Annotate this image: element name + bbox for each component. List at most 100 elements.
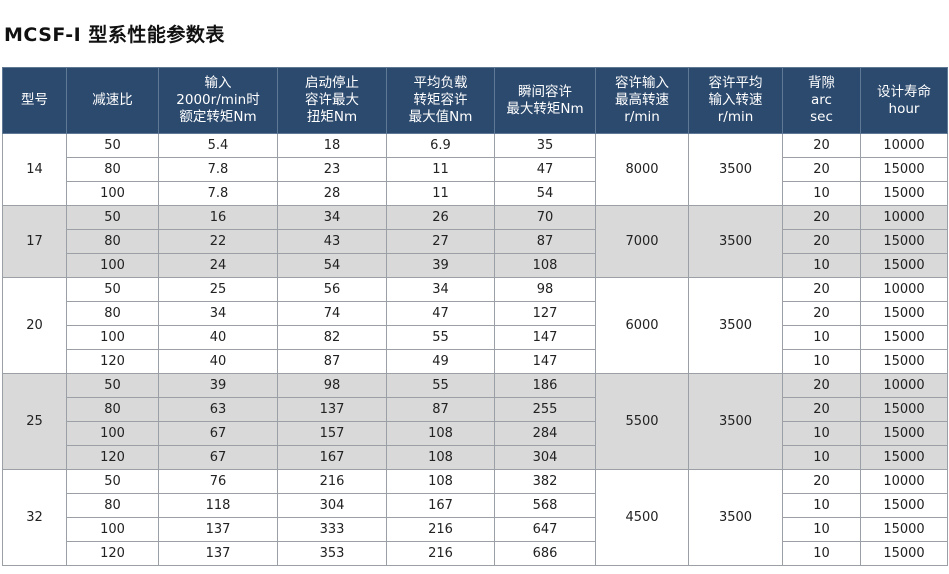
design-life-cell: 15000 [860,253,948,278]
ratio-cell: 80 [66,229,159,254]
design-life-cell: 15000 [860,325,948,350]
start-stop-torque-cell: 74 [277,301,387,326]
backlash-cell: 20 [782,229,861,254]
rated-torque-cell: 137 [158,541,278,566]
header-backlash: 背隙 arc sec [782,67,861,134]
avg-load-torque-cell: 26 [386,205,495,230]
avg-load-torque-cell: 108 [386,445,495,470]
header-line: 容许平均 [708,75,763,91]
table-row: 14 50 5.4 18 6.9 35 8000 3500 20 10000 [2,133,948,206]
avg-input-speed-cell: 3500 [688,373,783,470]
design-life-cell: 10000 [860,205,948,230]
header-avg-load-torque: 平均负载 转矩容许 最大值Nm [386,67,495,134]
momentary-torque-cell: 35 [494,133,596,158]
design-life-cell: 15000 [860,397,948,422]
table-row: 25 50 39 98 55 186 5500 3500 20 10000 [2,373,948,470]
design-life-cell: 15000 [860,445,948,470]
header-row: 型号 减速比 输入 2000r/min时 额定转矩Nm 启动停止 容许最大 扭矩Nm 平均负载转… [2,67,948,134]
rated-torque-cell: 67 [158,421,278,446]
ratio-cell: 80 [66,157,159,182]
design-life-cell: 15000 [860,157,948,182]
start-stop-torque-cell: 216 [277,469,387,494]
header-max-input-speed: 容许输入 最高转速 r/min [595,67,689,134]
max-input-speed-cell: 7000 [595,205,689,278]
avg-load-torque-cell: 11 [386,157,495,182]
ratio-cell: 50 [66,277,159,302]
momentary-torque-cell: 304 [494,445,596,470]
header-line: 型号 [21,92,48,108]
table-row: 80 7.8 23 11 47 20 15000 [3,157,948,182]
avg-input-speed-cell: 3500 [688,277,783,374]
backlash-cell: 10 [782,421,861,446]
avg-load-torque-cell: 27 [386,229,495,254]
rated-torque-cell: 67 [158,445,278,470]
avg-input-speed-cell: 3500 [688,205,783,278]
header-line: 瞬间容许 [518,83,572,100]
avg-load-torque-cell: 47 [386,301,495,326]
header-line: 扭矩Nm [306,109,358,125]
start-stop-torque-cell: 167 [277,445,387,470]
header-line: arc [811,92,832,108]
model-cell: 32 [2,469,67,566]
header-line: sec [810,109,833,125]
ratio-cell: 50 [66,469,159,494]
design-life-cell: 15000 [860,517,948,542]
design-life-cell: 15000 [860,301,948,326]
header-line: r/min [624,109,660,125]
rated-torque-cell: 39 [158,373,278,398]
header-line: 输入 [204,75,232,91]
momentary-torque-cell: 70 [494,205,596,230]
ratio-cell: 100 [66,421,159,446]
header-line: 额定转矩Nm [179,109,257,125]
performance-table: 型号 减速比 输入 2000r/min时 额定转矩Nm 启动停止 容许最大 扭矩Nm 平均负载转… [2,67,948,566]
header-line: r/min [717,109,754,125]
table-row: 100 67 157 108 284 10 15000 [3,421,948,446]
table-row: 100 40 82 55 147 10 15000 [3,325,948,350]
momentary-torque-cell: 54 [494,181,596,206]
design-life-cell: 15000 [860,181,948,206]
momentary-torque-cell: 568 [494,493,596,518]
backlash-cell: 20 [782,301,861,326]
table-row: 120 67 167 108 304 10 15000 [3,445,948,470]
momentary-torque-cell: 647 [494,517,596,542]
start-stop-torque-cell: 54 [277,253,387,278]
start-stop-torque-cell: 56 [277,277,387,302]
rated-torque-cell: 40 [158,349,278,374]
header-start-stop-torque: 启动停止 容许最大 扭矩Nm [277,67,387,134]
table-row: 80 118 304 167 568 10 15000 [3,493,948,518]
design-life-cell: 15000 [860,421,948,446]
avg-load-torque-cell: 39 [386,253,495,278]
ratio-cell: 50 [66,133,159,158]
momentary-torque-cell: 108 [494,253,596,278]
avg-load-torque-cell: 6.9 [386,133,495,158]
avg-load-torque-cell: 34 [386,277,495,302]
momentary-torque-cell: 186 [494,373,596,398]
table-row: 80 63 137 87 255 20 15000 [3,397,948,422]
design-life-cell: 10000 [860,373,948,398]
max-input-speed-cell: 4500 [595,469,689,566]
start-stop-torque-cell: 304 [277,493,387,518]
start-stop-torque-cell: 28 [277,181,387,206]
table-row: 100 137 333 216 647 10 15000 [3,517,948,542]
header-line: 减速比 [92,92,133,108]
ratio-cell: 50 [66,373,159,398]
header-line: 背隙 [808,75,835,91]
table-row: 20 50 25 56 34 98 6000 3500 20 10000 [2,277,948,374]
rated-torque-cell: 16 [158,205,278,230]
table-header: 型号 减速比 输入 2000r/min时 额定转矩Nm 启动停止 容许最大 扭矩Nm 平均负载转… [2,67,948,134]
rated-torque-cell: 76 [158,469,278,494]
momentary-torque-cell: 686 [494,541,596,566]
model-cell: 25 [2,373,67,470]
backlash-cell: 10 [782,541,861,566]
start-stop-torque-cell: 82 [277,325,387,350]
ratio-cell: 120 [66,445,159,470]
backlash-cell: 10 [782,493,861,518]
header-line: 平均负载 [413,75,468,91]
table-row: 120 40 87 49 147 10 15000 [3,349,948,374]
table-row: 100 24 54 39 108 10 15000 [3,253,948,278]
start-stop-torque-cell: 23 [277,157,387,182]
momentary-torque-cell: 98 [494,277,596,302]
momentary-torque-cell: 147 [494,325,596,350]
rated-torque-cell: 22 [158,229,278,254]
design-life-cell: 15000 [860,493,948,518]
